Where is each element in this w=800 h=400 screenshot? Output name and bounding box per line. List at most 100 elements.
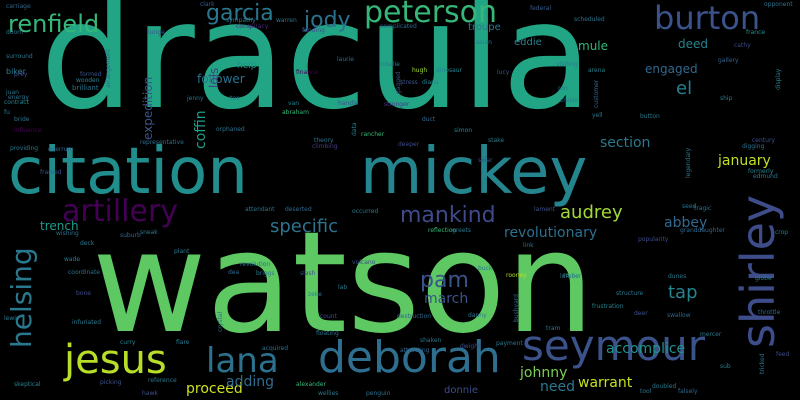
word-briggs: briggs (256, 270, 275, 277)
word-falsely: falsely (678, 388, 698, 395)
word-laurie: laurie (337, 56, 354, 63)
word-rosalie: rosalie (380, 61, 400, 68)
word-bushyard: bushyard (513, 294, 520, 322)
word-cathy: cathy (734, 42, 751, 49)
word-dwight: dwight (460, 343, 481, 350)
word-count: count (320, 313, 337, 320)
word-frustration: frustration (592, 303, 624, 310)
word-sneak: sneak (140, 229, 158, 236)
word-wellies: wellies (318, 390, 339, 397)
word-display: display (775, 68, 782, 90)
word-ship: ship (720, 95, 733, 102)
word-citation: citation (8, 135, 248, 209)
word-solar: solar (478, 157, 493, 164)
word-specific: specific (270, 216, 339, 237)
word-pam: pam (420, 268, 469, 293)
word-granddaughter: granddaughter (680, 227, 725, 234)
word-donnie: donnie (444, 385, 479, 396)
word-slash: slash (300, 270, 316, 277)
word-doubled: doubled (652, 383, 677, 390)
word-jesus: jesus (64, 337, 167, 383)
word-federal: federal (530, 5, 552, 12)
word-deserted: deserted (285, 206, 312, 213)
word-legendary: legendary (685, 147, 692, 178)
word-structure: structure (616, 290, 644, 297)
word-payment: payment (496, 340, 523, 347)
word-biker: biker (6, 67, 26, 76)
word-visiting: visiting (556, 61, 578, 68)
word-lewis: lewis (4, 315, 20, 322)
word-digging: digging (742, 143, 765, 150)
word-fu: fu (4, 109, 10, 116)
word-tap: tap (668, 282, 698, 303)
word-bride: bride (14, 116, 30, 123)
word-diana: diana (422, 79, 439, 86)
word-brilliant: brilliant (72, 84, 99, 92)
word-rooney: rooney (506, 272, 527, 279)
word-plant: plant (174, 248, 190, 255)
word-helsing: helsing (5, 247, 38, 348)
word-lois: lois (207, 67, 221, 88)
word-mickey: mickey (360, 135, 588, 209)
word-dracula: dracula (40, 0, 593, 142)
word-accomplice: accomplice (606, 341, 686, 357)
word-framed: framed (40, 169, 62, 176)
word-wishing: wishing (56, 230, 79, 237)
word-tex: tex (230, 95, 240, 102)
word-duct: duct (422, 116, 436, 123)
word-globe: globe (755, 275, 772, 282)
word-hugh: hugh (412, 67, 428, 74)
word-arena: arena (588, 67, 606, 74)
word-january: january (718, 153, 771, 169)
word-overrun: overrun (48, 146, 72, 153)
word-attendant: attendant (245, 206, 275, 213)
word-handle: handle (338, 100, 359, 107)
word-formerly: formerly (748, 168, 774, 175)
word-data: data (351, 122, 358, 136)
word-contract: contract (4, 99, 29, 106)
word-warrant: warrant (578, 375, 633, 391)
word-attracting: attracting (400, 347, 430, 354)
word-swallow: swallow (667, 312, 691, 319)
word-picking: picking (100, 379, 122, 386)
word-troupe: troupe (468, 22, 501, 33)
word-feed: feed (776, 351, 790, 358)
word-orphaned: orphaned (216, 126, 245, 133)
word-juan: juan (6, 89, 19, 96)
word-need: need (540, 379, 575, 395)
word-opponent: opponent (764, 1, 793, 8)
word-sympathy: sympathy (226, 17, 256, 24)
word-penguin: penguin (366, 390, 391, 397)
word-scheduled: scheduled (574, 16, 605, 23)
word-representative: representative (140, 139, 184, 146)
word-reference: reference (148, 377, 177, 384)
word-popularity: popularity (638, 236, 669, 243)
word-cruise: cruise (560, 97, 579, 104)
word-occurred: occurred (352, 208, 379, 215)
word-audrey: audrey (560, 202, 623, 223)
word-lumber: lumber (560, 273, 582, 280)
word-gallery: gallery (718, 57, 739, 64)
word-yell: yell (592, 112, 603, 119)
word-prey: prey (14, 71, 28, 78)
word-formed: formed (80, 71, 102, 78)
word-trench: trench (40, 219, 79, 233)
word-conspiracy: conspiracy (236, 23, 269, 30)
word-gagged: gagged (395, 71, 402, 94)
word-ron: ron (558, 85, 568, 92)
word-dea: dea (228, 269, 240, 276)
word-danny: danny (468, 312, 487, 319)
word-deck: deck (80, 240, 95, 247)
word-complicated: complicated (380, 23, 417, 30)
word-abraham: abraham (282, 109, 309, 116)
word-skeptical: skeptical (14, 381, 41, 388)
word-mercer: mercer (700, 331, 722, 338)
word-lab: lab (338, 284, 348, 291)
word-finance: finance (296, 69, 319, 76)
word-abbey: abbey (664, 215, 708, 231)
word-acquired: acquired (262, 345, 289, 352)
word-el: el (676, 78, 693, 99)
word-lament: lament (534, 206, 556, 213)
word-van: van (288, 100, 300, 107)
word-jody: jody (304, 8, 351, 33)
